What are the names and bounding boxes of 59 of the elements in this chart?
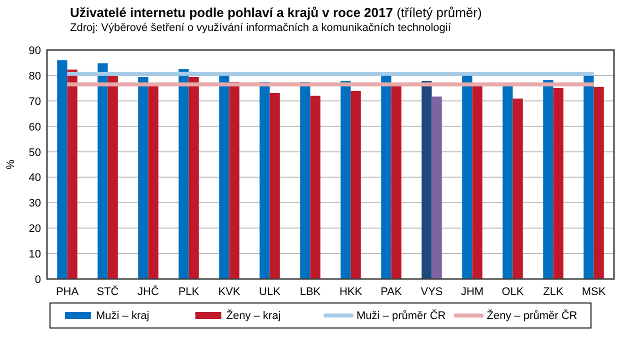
bar [178, 69, 189, 279]
chart-title: Uživatelé internetu podle pohlaví a krajů v roce 2017 (tříletý průměr) [70, 5, 482, 20]
legend-label: Ženy – průměr ČR [486, 309, 578, 322]
x-tick-label: PLK [178, 286, 200, 298]
y-tick-label: 10 [28, 248, 41, 261]
bar [270, 93, 280, 279]
bar [594, 86, 604, 279]
x-tick-label: ZLK [543, 286, 564, 298]
bar [422, 81, 432, 279]
legend-label: Ženy – kraj [226, 309, 281, 322]
bar [229, 82, 240, 279]
x-tick-label: STČ [96, 285, 119, 298]
bar [138, 76, 148, 279]
bar [462, 74, 472, 279]
x-tick-label: LBK [300, 286, 322, 298]
x-tick-label: KVK [218, 286, 241, 298]
y-tick-label: 40 [28, 172, 41, 184]
y-tick-label: 90 [28, 45, 41, 57]
bar [391, 86, 402, 279]
bar [219, 74, 230, 279]
bar [340, 81, 351, 279]
bar [381, 74, 392, 279]
x-tick-label: ULK [259, 286, 282, 298]
y-tick-label: 50 [28, 146, 41, 159]
legend-label: Muži – průměr ČR [356, 309, 446, 322]
bar [350, 90, 361, 279]
legend-label: Muži – kraj [96, 310, 150, 322]
y-tick-label: 60 [28, 121, 41, 134]
bar [472, 86, 482, 279]
chart-subtitle: Zdroj: Výběrové šetření o využívání informačních a komunikačních technologií [70, 22, 452, 34]
bar [553, 88, 564, 279]
bar [98, 63, 108, 279]
y-tick-label: 70 [28, 96, 41, 108]
x-tick-label: HKK [339, 286, 363, 298]
x-tick-label: PHA [56, 286, 80, 298]
bar [148, 86, 158, 279]
bar [512, 98, 523, 279]
bar [108, 76, 118, 279]
y-tick-label: 30 [28, 198, 41, 210]
bar [432, 96, 442, 279]
y-tick-label: 80 [28, 70, 41, 82]
x-tick-label: JHM [460, 286, 484, 298]
bar [57, 60, 68, 279]
bar [260, 82, 270, 279]
bar [310, 96, 320, 279]
bar [584, 74, 594, 279]
x-tick-label: VYS [420, 286, 443, 298]
y-tick-label: 20 [28, 223, 41, 236]
x-tick-label: OLK [502, 286, 524, 298]
bar [67, 70, 78, 279]
bar [188, 76, 199, 279]
y-axis-title: % [5, 159, 17, 170]
bar [543, 80, 554, 279]
y-tick-label: 0 [34, 274, 41, 286]
x-tick-label: PAK [380, 286, 403, 298]
bar [300, 82, 310, 279]
bar [502, 86, 513, 279]
x-tick-label: MSK [582, 286, 606, 298]
x-tick-label: JHČ [138, 285, 159, 298]
